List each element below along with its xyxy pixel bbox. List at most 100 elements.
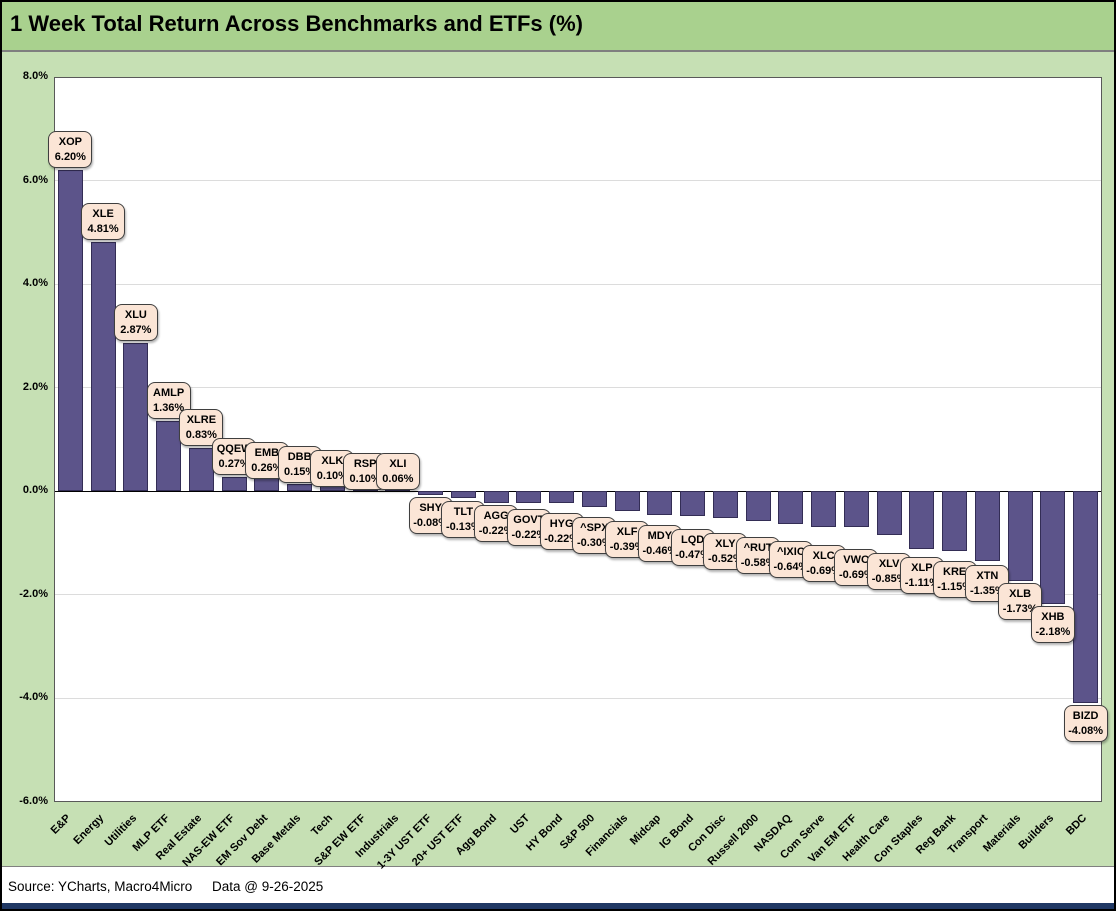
gridline — [55, 387, 1101, 389]
bar — [712, 491, 738, 519]
callout-ticker: MDY — [647, 530, 673, 543]
bar — [516, 491, 542, 503]
callout-value: -0.52% — [707, 553, 743, 566]
callout-ticker: AMLP — [153, 386, 185, 399]
callout-ticker: RSP — [353, 458, 377, 471]
callout-value: 0.15% — [284, 466, 316, 479]
callout-ticker: XTN — [976, 570, 999, 583]
callout-value: -1.35% — [969, 585, 1005, 598]
bar — [942, 491, 968, 551]
callout-value: -0.22% — [478, 525, 514, 538]
bar — [876, 491, 902, 536]
bar — [1040, 491, 1066, 605]
bar — [778, 491, 804, 525]
bar — [680, 491, 706, 516]
callout-ticker: QQEW — [216, 443, 252, 456]
title-band: 1 Week Total Return Across Benchmarks an… — [2, 2, 1114, 52]
bar — [614, 491, 640, 512]
gridline — [55, 594, 1101, 596]
callout-value: 0.26% — [251, 462, 283, 475]
bar — [90, 242, 116, 492]
callout-ticker: BIZD — [1072, 709, 1099, 722]
callout-ticker: LQD — [681, 534, 705, 547]
bar-callout-label: XLB -1.73% — [998, 582, 1043, 620]
bar — [1007, 491, 1033, 581]
bar — [483, 491, 509, 503]
bar — [221, 477, 247, 492]
callout-ticker: VWO — [843, 554, 870, 567]
callout-value: 1.36% — [153, 401, 185, 414]
bar-callout-label: AMLP 1.36% — [146, 381, 191, 419]
callout-value: 0.83% — [185, 429, 217, 442]
callout-ticker: GOVT — [513, 514, 545, 527]
y-tick-label: 8.0% — [22, 70, 48, 82]
callout-value: 0.10% — [316, 470, 348, 483]
callout-value: -0.46% — [642, 545, 678, 558]
y-tick-label: -6.0% — [19, 795, 48, 807]
callout-value: -0.47% — [675, 549, 711, 562]
bar — [745, 491, 771, 522]
bar-callout-label: XHB -2.18% — [1030, 606, 1075, 644]
callout-value: -0.30% — [576, 537, 612, 550]
gridline — [55, 283, 1101, 285]
bar — [974, 491, 1000, 562]
bar-callout-label: XLE 4.81% — [81, 203, 126, 241]
bar-callout-label: XLU 2.87% — [113, 303, 158, 341]
bar — [581, 491, 607, 507]
callout-value: -0.08% — [413, 517, 449, 530]
callout-ticker: DBB — [287, 451, 312, 464]
bar — [156, 420, 182, 492]
bar — [843, 491, 869, 527]
callout-ticker: AGG — [483, 510, 509, 523]
callout-ticker: XLP — [911, 562, 933, 575]
source-text: Source: YCharts, Macro4Micro — [8, 879, 193, 894]
callout-ticker: KRE — [943, 566, 967, 579]
gridline — [55, 697, 1101, 699]
callout-value: 4.81% — [87, 223, 119, 236]
callout-ticker: XHB — [1041, 611, 1065, 624]
data-date-text: Data @ 9-26-2025 — [212, 879, 324, 894]
callout-ticker: XLV — [878, 558, 900, 571]
callout-ticker: XLK — [321, 455, 344, 468]
bar — [811, 491, 837, 527]
callout-ticker: XLB — [1009, 587, 1032, 600]
y-tick-label: -2.0% — [19, 587, 48, 600]
callout-ticker: XLC — [812, 550, 835, 563]
callout-value: -0.64% — [773, 561, 809, 574]
callout-value: -2.18% — [1035, 626, 1071, 639]
callout-value: -1.73% — [1002, 602, 1038, 615]
y-tick-label: -4.0% — [19, 691, 48, 704]
callout-ticker: HYG — [549, 518, 574, 531]
bar — [450, 491, 476, 498]
bar-callout-label: XLI 0.06% — [375, 453, 420, 491]
callout-ticker: XLY — [715, 538, 736, 551]
callout-ticker: ^IXIC — [776, 546, 805, 559]
y-tick-label: 4.0% — [22, 277, 48, 290]
callout-value: -1.11% — [904, 577, 939, 590]
bar — [57, 170, 83, 492]
callout-value: -4.08% — [1068, 724, 1104, 737]
callout-value: 0.10% — [349, 473, 381, 486]
bar — [287, 483, 313, 492]
callout-value: -0.39% — [609, 541, 645, 554]
bar — [418, 491, 444, 496]
callout-value: -0.22% — [511, 529, 547, 542]
callout-ticker: TLT — [453, 506, 474, 519]
y-tick-label: 0.0% — [22, 484, 48, 497]
bar — [254, 477, 280, 492]
callout-value: 0.06% — [382, 473, 414, 486]
callout-value: 6.20% — [54, 151, 86, 164]
bar-callout-label: XOP 6.20% — [48, 131, 93, 169]
y-tick-label: 6.0% — [22, 173, 48, 186]
callout-ticker: XLRE — [186, 414, 217, 427]
callout-value: -0.13% — [445, 521, 481, 534]
y-tick-label: 2.0% — [22, 380, 48, 393]
bar — [647, 491, 673, 516]
callout-value: -0.58% — [740, 557, 776, 570]
callout-ticker: XLF — [616, 526, 638, 539]
bar — [188, 448, 214, 492]
callout-value: -0.85% — [871, 573, 907, 586]
callout-ticker: XLU — [124, 308, 147, 321]
callout-value: -0.69% — [838, 569, 874, 582]
callout-ticker: ^RUT — [743, 542, 773, 555]
